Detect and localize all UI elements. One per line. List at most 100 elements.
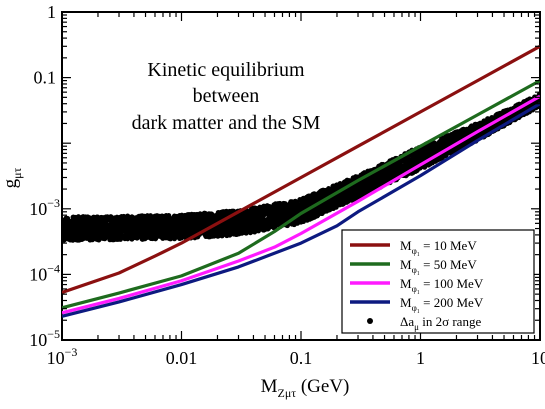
band-point: [103, 225, 110, 232]
band-point: [434, 157, 441, 163]
band-point: [441, 139, 448, 145]
x-tick-label: 10−3: [47, 345, 78, 368]
band-point: [294, 204, 301, 210]
band-point: [116, 231, 122, 237]
band-point: [292, 200, 299, 207]
band-point: [256, 216, 262, 222]
band-point: [302, 196, 308, 202]
x-tick-label: 10: [531, 348, 545, 368]
band-point: [167, 231, 173, 237]
band-point: [342, 195, 348, 201]
band-point: [67, 234, 73, 240]
band-point: [212, 214, 218, 220]
band-point: [260, 227, 266, 233]
band-point: [141, 225, 147, 231]
band-point: [77, 215, 83, 221]
band-point: [379, 180, 385, 186]
band-point: [131, 220, 137, 226]
band-point: [237, 217, 243, 223]
band-point: [264, 203, 270, 209]
band-point: [144, 215, 151, 221]
band-point: [368, 177, 374, 183]
band-point: [117, 236, 124, 242]
legend-label-4: Mφ₁ = 200 MeV: [400, 295, 484, 313]
band-point: [126, 222, 132, 229]
band-point: [233, 220, 239, 226]
band-point: [422, 164, 428, 170]
series-line-4: [62, 102, 540, 318]
band-point: [140, 236, 146, 242]
band-point: [315, 191, 321, 197]
band-point: [333, 200, 340, 206]
band-point: [452, 136, 458, 142]
band-point: [157, 219, 163, 225]
band-point: [134, 235, 140, 241]
band-point: [67, 225, 73, 231]
x-tick-label: 0.1: [290, 348, 313, 368]
band-point: [256, 220, 262, 226]
band-point: [91, 217, 98, 223]
band-point: [194, 216, 200, 223]
band-point: [317, 210, 323, 216]
band-point: [346, 194, 352, 200]
band-point: [172, 213, 178, 219]
band-point: [355, 187, 361, 194]
band-point: [108, 217, 114, 223]
band-point: [259, 206, 265, 212]
band-point: [178, 222, 184, 229]
band-point: [239, 222, 245, 228]
band-point: [70, 214, 76, 220]
band-point: [326, 207, 332, 213]
band-point: [269, 218, 276, 224]
band-point: [303, 201, 309, 207]
x-axis-label-sub: Zμτ: [278, 386, 297, 400]
band-point: [83, 226, 89, 232]
band-point: [302, 215, 308, 222]
band-point: [422, 146, 428, 152]
band-point: [423, 152, 429, 158]
band-point: [280, 202, 286, 208]
band-point: [110, 223, 116, 229]
band-point: [190, 222, 196, 228]
band-point: [263, 217, 270, 223]
legend-swatch-band: [367, 318, 373, 324]
band-point: [438, 143, 445, 150]
legend-label-3: Mφ₁ = 100 MeV: [400, 276, 484, 294]
y-tick-label: 10−5: [29, 327, 60, 350]
band-point: [98, 214, 104, 221]
band-point: [308, 212, 315, 218]
band-point: [143, 220, 149, 226]
band-point: [78, 234, 84, 240]
band-point: [264, 224, 271, 230]
band-point: [320, 203, 326, 210]
band-point: [287, 201, 293, 207]
band-point: [161, 220, 167, 226]
band-point: [74, 237, 80, 243]
band-point: [234, 228, 240, 234]
band-point: [336, 182, 343, 188]
band-point: [254, 208, 260, 215]
band-point: [227, 232, 233, 238]
series-line-3: [62, 94, 540, 315]
band-point: [173, 230, 179, 236]
band-point: [399, 168, 405, 174]
band-point: [217, 210, 223, 216]
band-point: [187, 228, 193, 234]
band-point: [113, 236, 120, 242]
band-point: [460, 130, 466, 136]
band-point: [191, 212, 197, 218]
band-point: [278, 217, 285, 223]
band-point: [353, 195, 359, 201]
x-tick-label: 0.01: [166, 348, 198, 368]
band-point: [345, 190, 351, 196]
band-point: [374, 181, 380, 188]
y-axis-label-main: g: [0, 178, 21, 188]
y-axis-label: gμτ: [0, 167, 24, 188]
band-point: [95, 224, 101, 231]
band-point: [383, 172, 390, 178]
legend-label-1: Mφ₁ = 10 MeV: [400, 238, 477, 256]
band-point: [74, 227, 80, 233]
band-point: [159, 233, 165, 239]
svg-text:gμτ: gμτ: [0, 167, 24, 188]
